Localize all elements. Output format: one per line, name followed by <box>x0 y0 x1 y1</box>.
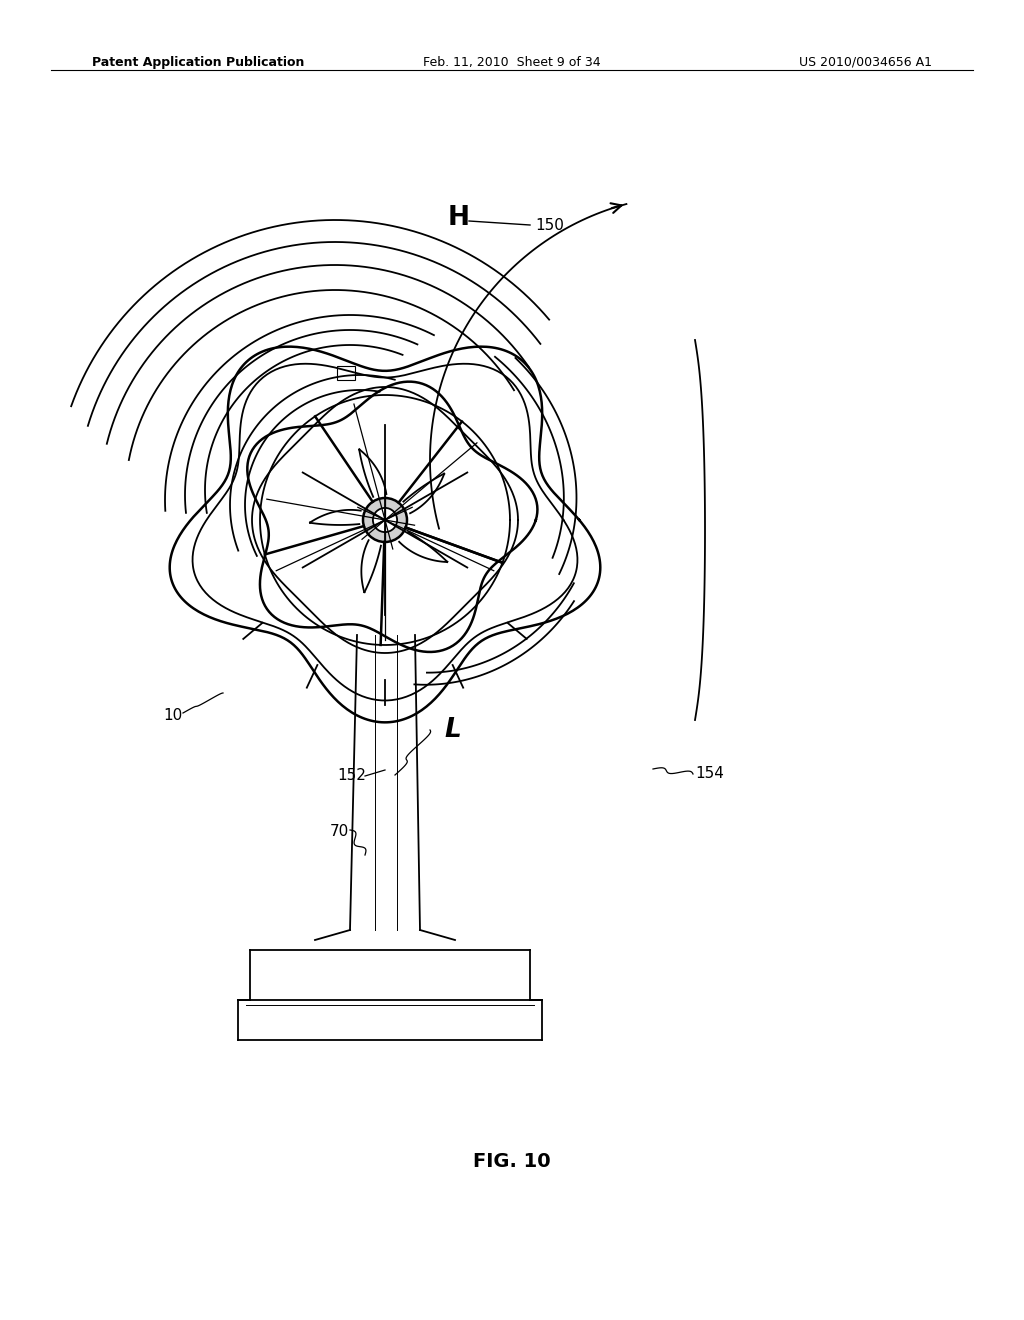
Text: Feb. 11, 2010  Sheet 9 of 34: Feb. 11, 2010 Sheet 9 of 34 <box>423 55 601 69</box>
Text: 154: 154 <box>695 766 724 780</box>
Circle shape <box>362 498 407 543</box>
Text: H: H <box>449 205 470 231</box>
Text: L: L <box>444 717 462 743</box>
Text: 70: 70 <box>330 825 349 840</box>
Circle shape <box>373 508 397 532</box>
Text: 10: 10 <box>163 708 182 722</box>
Text: Patent Application Publication: Patent Application Publication <box>92 55 304 69</box>
Text: 150: 150 <box>535 218 564 232</box>
Bar <box>337 366 355 380</box>
Text: 152: 152 <box>337 767 366 783</box>
Text: FIG. 10: FIG. 10 <box>473 1152 551 1171</box>
Text: US 2010/0034656 A1: US 2010/0034656 A1 <box>799 55 932 69</box>
